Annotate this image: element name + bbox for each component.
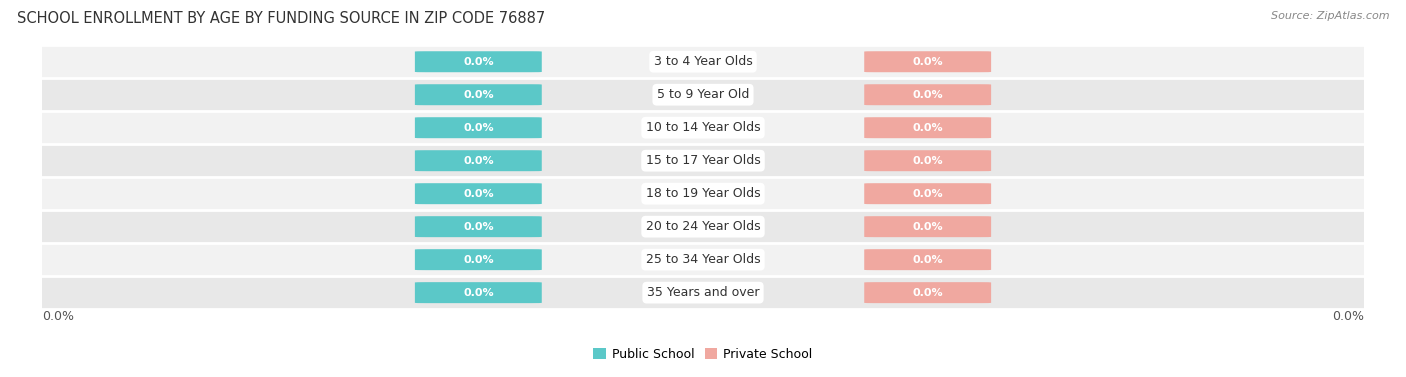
Text: 5 to 9 Year Old: 5 to 9 Year Old [657, 88, 749, 101]
FancyBboxPatch shape [865, 84, 991, 105]
Bar [42, 243, 1364, 276]
FancyBboxPatch shape [865, 249, 991, 270]
Bar [42, 177, 1364, 210]
Text: 3 to 4 Year Olds: 3 to 4 Year Olds [654, 55, 752, 68]
FancyBboxPatch shape [415, 249, 541, 270]
Text: 0.0%: 0.0% [463, 123, 494, 133]
FancyBboxPatch shape [415, 117, 541, 138]
FancyBboxPatch shape [415, 84, 541, 105]
Text: 0.0%: 0.0% [912, 123, 943, 133]
FancyBboxPatch shape [865, 282, 991, 303]
FancyBboxPatch shape [415, 183, 541, 204]
Text: Source: ZipAtlas.com: Source: ZipAtlas.com [1271, 11, 1389, 21]
Text: 18 to 19 Year Olds: 18 to 19 Year Olds [645, 187, 761, 200]
Bar [42, 276, 1364, 309]
Text: 0.0%: 0.0% [463, 57, 494, 67]
Bar [42, 78, 1364, 111]
Text: 0.0%: 0.0% [463, 254, 494, 265]
Bar [42, 45, 1364, 78]
Bar [42, 111, 1364, 144]
FancyBboxPatch shape [865, 216, 991, 237]
Text: 0.0%: 0.0% [912, 288, 943, 298]
Text: 0.0%: 0.0% [912, 254, 943, 265]
Text: 0.0%: 0.0% [912, 222, 943, 232]
Text: 20 to 24 Year Olds: 20 to 24 Year Olds [645, 220, 761, 233]
Text: 0.0%: 0.0% [42, 310, 75, 323]
FancyBboxPatch shape [415, 150, 541, 171]
FancyBboxPatch shape [865, 51, 991, 72]
Text: 35 Years and over: 35 Years and over [647, 286, 759, 299]
Text: 0.0%: 0.0% [463, 156, 494, 166]
Text: 0.0%: 0.0% [463, 222, 494, 232]
Text: SCHOOL ENROLLMENT BY AGE BY FUNDING SOURCE IN ZIP CODE 76887: SCHOOL ENROLLMENT BY AGE BY FUNDING SOUR… [17, 11, 546, 26]
FancyBboxPatch shape [865, 150, 991, 171]
Text: 0.0%: 0.0% [912, 90, 943, 100]
FancyBboxPatch shape [415, 216, 541, 237]
Bar [42, 210, 1364, 243]
Text: 0.0%: 0.0% [1331, 310, 1364, 323]
Bar [42, 144, 1364, 177]
FancyBboxPatch shape [865, 183, 991, 204]
Text: 10 to 14 Year Olds: 10 to 14 Year Olds [645, 121, 761, 134]
Text: 0.0%: 0.0% [912, 188, 943, 199]
FancyBboxPatch shape [865, 117, 991, 138]
Text: 0.0%: 0.0% [463, 90, 494, 100]
Text: 0.0%: 0.0% [912, 156, 943, 166]
Legend: Public School, Private School: Public School, Private School [593, 348, 813, 361]
Text: 15 to 17 Year Olds: 15 to 17 Year Olds [645, 154, 761, 167]
Text: 0.0%: 0.0% [912, 57, 943, 67]
Text: 25 to 34 Year Olds: 25 to 34 Year Olds [645, 253, 761, 266]
Text: 0.0%: 0.0% [463, 288, 494, 298]
FancyBboxPatch shape [415, 282, 541, 303]
Text: 0.0%: 0.0% [463, 188, 494, 199]
FancyBboxPatch shape [415, 51, 541, 72]
